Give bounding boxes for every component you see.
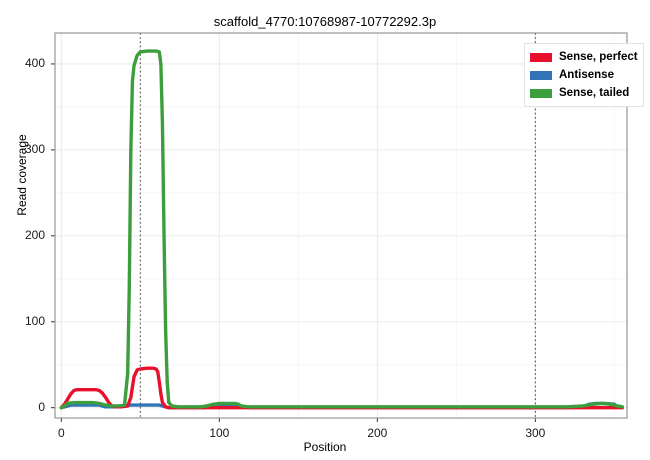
- series-line-sense-tailed: [59, 49, 624, 410]
- legend-item[interactable]: Sense, perfect: [529, 48, 638, 66]
- x-tick-label: 200: [367, 426, 388, 440]
- y-tick-label: 100: [24, 313, 45, 328]
- x-tick-label: 300: [525, 426, 546, 440]
- y-tick-label: 300: [24, 141, 45, 156]
- y-tick-label: 400: [24, 55, 45, 70]
- y-tick-label: 0: [38, 399, 45, 414]
- legend-label: Sense, perfect: [559, 51, 638, 63]
- x-axis-label: Position: [303, 440, 347, 454]
- legend-item[interactable]: Antisense: [529, 66, 638, 84]
- legend-swatch-sense-perfect: [529, 51, 553, 63]
- y-tick-label: 200: [24, 227, 45, 242]
- panel-border: [54, 32, 628, 419]
- x-tick-label: 0: [57, 426, 65, 440]
- legend-label: Antisense: [559, 69, 614, 81]
- legend-swatch-antisense: [529, 69, 553, 81]
- legend-swatch-sense-tailed: [529, 87, 553, 99]
- chart-title: scaffold_4770:10768987-10772292.3p: [213, 14, 437, 29]
- legend-item[interactable]: Sense, tailed: [529, 84, 638, 102]
- chart-legend: Sense, perfect Antisense Sense, tailed: [524, 43, 644, 107]
- legend-label: Sense, tailed: [559, 87, 630, 99]
- x-tick-label: 100: [209, 426, 230, 440]
